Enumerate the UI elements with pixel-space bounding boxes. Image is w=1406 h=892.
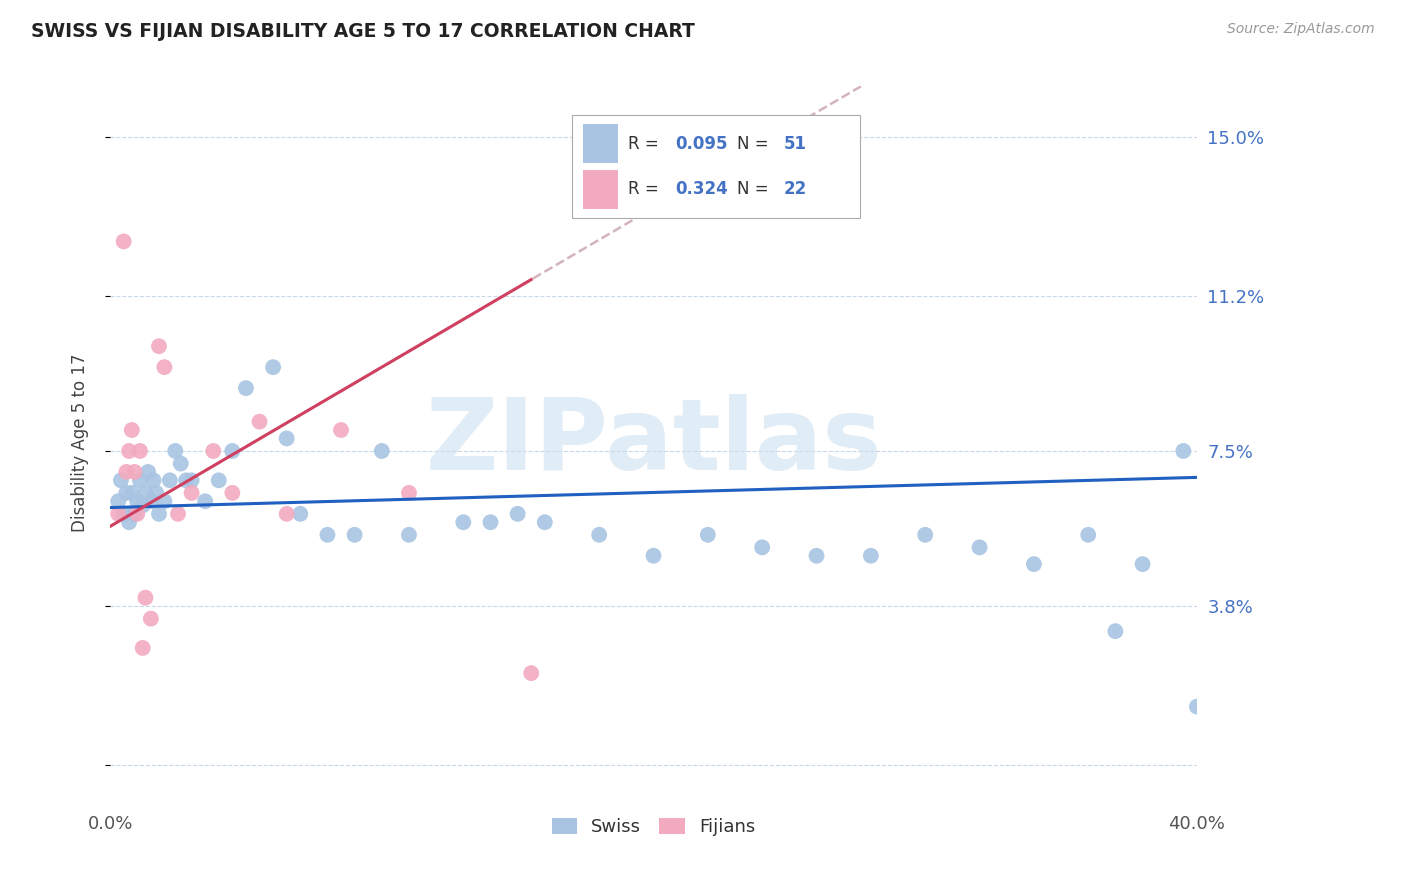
Point	[159, 473, 181, 487]
Point	[107, 507, 129, 521]
Point	[121, 486, 143, 500]
Point	[142, 473, 165, 487]
Point	[118, 515, 141, 529]
Point	[398, 528, 420, 542]
Text: 0.324: 0.324	[675, 180, 728, 198]
Point	[129, 473, 152, 487]
Point	[643, 549, 665, 563]
FancyBboxPatch shape	[583, 124, 617, 163]
Point	[145, 486, 167, 500]
Point	[153, 494, 176, 508]
Point	[194, 494, 217, 508]
Point	[235, 381, 257, 395]
Point	[479, 515, 502, 529]
Point	[107, 494, 129, 508]
Point	[112, 507, 135, 521]
Point	[136, 465, 159, 479]
Point	[118, 444, 141, 458]
Point	[859, 549, 882, 563]
Point	[1077, 528, 1099, 542]
Point	[371, 444, 394, 458]
Point	[115, 465, 138, 479]
Point	[165, 444, 187, 458]
FancyBboxPatch shape	[583, 169, 617, 209]
Point	[520, 666, 543, 681]
Point	[208, 473, 231, 487]
Text: SWISS VS FIJIAN DISABILITY AGE 5 TO 17 CORRELATION CHART: SWISS VS FIJIAN DISABILITY AGE 5 TO 17 C…	[31, 22, 695, 41]
Point	[1022, 557, 1045, 571]
Point	[124, 507, 146, 521]
Point	[139, 494, 162, 508]
Point	[290, 507, 312, 521]
Text: R =: R =	[628, 135, 665, 153]
Text: ZIPatlas: ZIPatlas	[425, 394, 882, 491]
Point	[221, 486, 243, 500]
Point	[110, 473, 132, 487]
Point	[124, 465, 146, 479]
Point	[506, 507, 529, 521]
Point	[969, 541, 991, 555]
Point	[127, 507, 149, 521]
Point	[148, 507, 170, 521]
FancyBboxPatch shape	[572, 115, 860, 219]
Point	[1173, 444, 1195, 458]
Point	[170, 457, 193, 471]
Text: Source: ZipAtlas.com: Source: ZipAtlas.com	[1227, 22, 1375, 37]
Point	[343, 528, 366, 542]
Point	[316, 528, 339, 542]
Point	[131, 640, 153, 655]
Point	[696, 528, 718, 542]
Point	[914, 528, 936, 542]
Point	[127, 494, 149, 508]
Point	[806, 549, 828, 563]
Point	[121, 423, 143, 437]
Point	[221, 444, 243, 458]
Text: 51: 51	[785, 135, 807, 153]
Point	[533, 515, 555, 529]
Point	[1132, 557, 1154, 571]
Point	[202, 444, 225, 458]
Point	[588, 528, 610, 542]
Text: N =: N =	[737, 180, 775, 198]
Point	[134, 591, 156, 605]
Point	[330, 423, 353, 437]
Point	[262, 360, 284, 375]
Point	[180, 473, 202, 487]
Point	[276, 507, 298, 521]
Text: 22: 22	[785, 180, 807, 198]
Point	[174, 473, 197, 487]
Point	[1104, 624, 1126, 639]
Point	[129, 444, 152, 458]
Point	[115, 486, 138, 500]
Point	[249, 415, 271, 429]
Text: N =: N =	[737, 135, 775, 153]
Legend: Swiss, Fijians: Swiss, Fijians	[544, 811, 762, 843]
Point	[131, 499, 153, 513]
Point	[112, 235, 135, 249]
Point	[153, 360, 176, 375]
Point	[751, 541, 773, 555]
Point	[139, 612, 162, 626]
Point	[1185, 699, 1208, 714]
Point	[167, 507, 190, 521]
Text: R =: R =	[628, 180, 665, 198]
Point	[180, 486, 202, 500]
Point	[276, 431, 298, 445]
Point	[453, 515, 475, 529]
Y-axis label: Disability Age 5 to 17: Disability Age 5 to 17	[72, 353, 89, 532]
Point	[398, 486, 420, 500]
Point	[148, 339, 170, 353]
Text: 0.095: 0.095	[675, 135, 728, 153]
Point	[134, 486, 156, 500]
